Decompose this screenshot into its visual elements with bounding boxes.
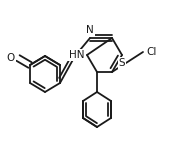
Text: Cl: Cl: [146, 47, 156, 57]
Text: S: S: [119, 58, 125, 68]
Text: O: O: [7, 53, 15, 63]
Text: HN: HN: [69, 50, 84, 60]
Text: N: N: [86, 25, 94, 35]
